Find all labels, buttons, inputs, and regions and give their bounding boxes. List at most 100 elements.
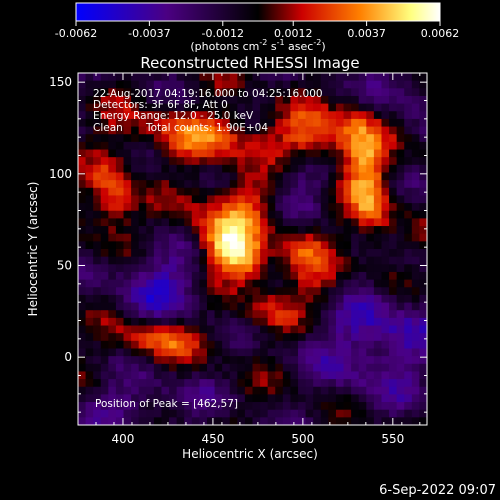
heatmap-cell xyxy=(343,180,352,189)
heatmap-cell xyxy=(252,111,261,120)
heatmap-cell xyxy=(290,287,299,296)
heatmap-cell xyxy=(115,409,125,418)
heatmap-cell xyxy=(343,241,352,250)
heatmap-cell xyxy=(298,172,307,181)
heatmap-cell xyxy=(328,149,337,158)
heatmap-cell xyxy=(93,348,102,357)
heatmap-cell xyxy=(358,417,367,425)
heatmap-cell xyxy=(267,80,276,89)
heatmap-cell xyxy=(108,325,117,334)
heatmap-cell xyxy=(328,279,337,288)
heatmap-cell xyxy=(176,111,185,120)
heatmap-cell xyxy=(381,363,390,373)
heatmap-cell xyxy=(358,172,367,181)
heatmap-cell xyxy=(123,294,132,304)
heatmap-cell xyxy=(161,210,170,219)
heatmap-cell xyxy=(93,180,102,189)
heatmap-cell xyxy=(298,149,307,158)
heatmap-cell xyxy=(184,103,193,112)
heatmap-cell xyxy=(131,379,140,388)
heatmap-cell xyxy=(411,134,421,143)
heatmap-cell xyxy=(305,325,314,334)
heatmap-cell xyxy=(176,394,185,403)
heatmap-cell xyxy=(161,287,170,296)
heatmap-cell xyxy=(335,73,345,82)
heatmap-cell xyxy=(396,287,405,296)
heatmap-cell xyxy=(199,73,208,82)
heatmap-cell xyxy=(78,210,87,219)
heatmap-cell xyxy=(267,302,276,311)
heatmap-cell xyxy=(229,271,238,281)
heatmap-cell xyxy=(153,180,163,189)
heatmap-cell xyxy=(131,80,140,89)
heatmap-cell xyxy=(138,249,147,258)
heatmap-cell xyxy=(358,325,367,334)
heatmap-cell xyxy=(282,348,292,357)
heatmap-cell xyxy=(320,88,329,97)
heatmap-cell xyxy=(176,287,185,296)
heatmap-cell xyxy=(237,118,246,128)
heatmap-cell xyxy=(366,363,375,373)
heatmap-cell xyxy=(93,249,102,258)
heatmap-cell xyxy=(199,409,208,418)
heatmap-cell xyxy=(290,203,299,212)
heatmap-cell xyxy=(343,226,352,235)
y-tick-label: 100 xyxy=(49,167,72,181)
heatmap-cell xyxy=(78,103,87,112)
heatmap-cell xyxy=(184,409,193,418)
heatmap-cell xyxy=(237,271,246,281)
heatmap-cell xyxy=(206,279,216,288)
heatmap-cell xyxy=(282,195,292,204)
heatmap-cell xyxy=(313,187,322,197)
heatmap-cell xyxy=(381,103,390,112)
heatmap-cell xyxy=(275,249,284,258)
heatmap-cell xyxy=(237,126,246,135)
heatmap-cell xyxy=(214,302,223,311)
heatmap-cell xyxy=(411,164,421,174)
heatmap-cell xyxy=(169,134,178,143)
heatmap-cell xyxy=(419,348,427,357)
heatmap-cell xyxy=(93,386,102,395)
heatmap-cell xyxy=(222,111,231,120)
heatmap-cell xyxy=(389,271,398,281)
heatmap-cell xyxy=(191,356,200,365)
heatmap-cell xyxy=(244,80,254,89)
heatmap-cell xyxy=(222,379,231,388)
heatmap-cell xyxy=(131,409,140,418)
heatmap-cell xyxy=(252,195,261,204)
heatmap-cell xyxy=(419,218,427,227)
heatmap-cell xyxy=(123,333,132,342)
heatmap-cell xyxy=(343,103,352,112)
heatmap-cell xyxy=(206,379,216,388)
heatmap-cell xyxy=(282,134,292,143)
heatmap-cell xyxy=(404,402,413,411)
heatmap-cell xyxy=(146,126,155,135)
heatmap-cell xyxy=(373,325,383,334)
heatmap-cell xyxy=(305,409,314,418)
heatmap-cell xyxy=(373,302,383,311)
heatmap-cell xyxy=(404,73,413,82)
heatmap-cell xyxy=(351,103,360,112)
heatmap-cell xyxy=(404,356,413,365)
heatmap-cell xyxy=(381,386,390,395)
heatmap-cell xyxy=(199,356,208,365)
heatmap-cell xyxy=(138,371,147,380)
heatmap-cell xyxy=(199,379,208,388)
heatmap-cell xyxy=(389,164,398,174)
heatmap-cell xyxy=(298,103,307,112)
heatmap-cell xyxy=(131,226,140,235)
heatmap-cell xyxy=(176,402,185,411)
heatmap-cell xyxy=(199,172,208,181)
heatmap-cell xyxy=(419,379,427,388)
heatmap-cell xyxy=(222,317,231,327)
heatmap-cell xyxy=(252,348,261,357)
heatmap-cell xyxy=(366,356,375,365)
heatmap-cell xyxy=(252,363,261,373)
heatmap-cell xyxy=(100,317,109,327)
heatmap-cell xyxy=(244,409,254,418)
heatmap-cell xyxy=(298,256,307,265)
heatmap-cell xyxy=(131,310,140,319)
heatmap-cell xyxy=(351,73,360,82)
heatmap-cell xyxy=(169,210,178,219)
